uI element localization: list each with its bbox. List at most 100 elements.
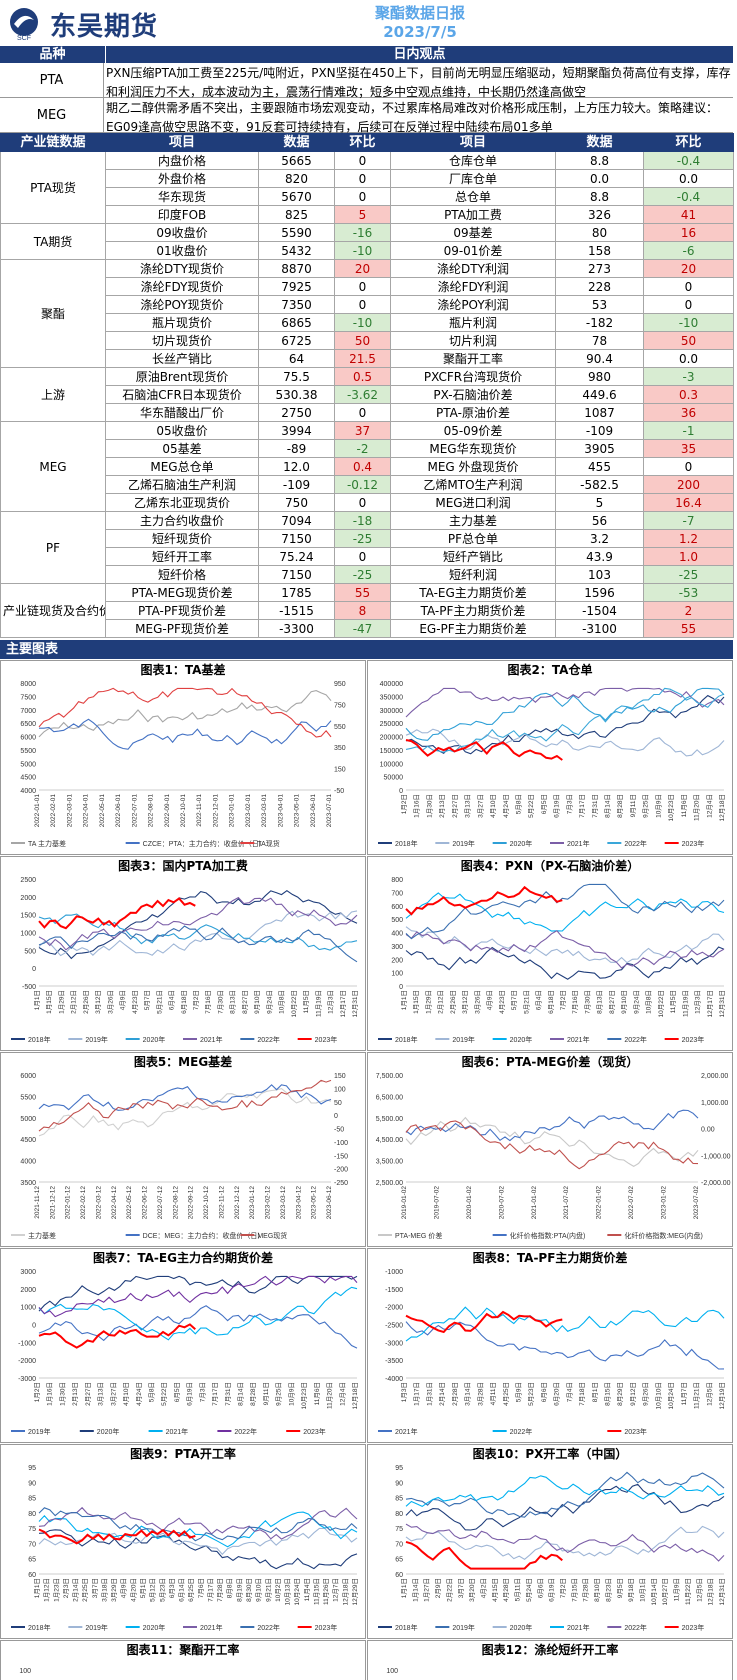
x-tick-label: 3月14日: [464, 1382, 472, 1406]
x-tick-label: 4月9日: [486, 990, 494, 1010]
x-tick-label: 10月23日: [300, 1382, 308, 1409]
change-value: -1: [643, 421, 734, 440]
chart-title: 图表2：TA仓单: [507, 663, 593, 677]
chart-panel: 图表7：TA-EG主力合约期货价差 3000 2000 1000 0 -1000 -2000…: [0, 1248, 366, 1443]
x-tick-label: 12月18日: [351, 1382, 359, 1409]
x-tick-label: 2022-12-01: [212, 794, 219, 828]
x-tick-label: 2022-10-01: [180, 794, 187, 828]
x-tick-label: 2022-07-01: [131, 794, 138, 828]
legend-label: 2020年: [143, 1035, 166, 1044]
x-tick-label: 2022-11-12: [218, 1186, 225, 1219]
x-tick-label: 10月9日: [287, 1382, 295, 1406]
y-tick-label: -3500: [385, 1358, 403, 1365]
x-tick-label: 2月28日: [451, 1382, 459, 1406]
x-tick-label: 2023-05-01: [294, 794, 301, 828]
item-name: MEG总仓单: [105, 457, 259, 476]
x-tick-label: 9月11日: [629, 794, 637, 817]
x-tick-label: 10月24日: [667, 1382, 675, 1409]
table-row: 华东现货 5670 0 总仓单 8.8 -0.4: [1, 187, 734, 206]
x-tick-label: 2月25日: [81, 1578, 89, 1602]
y-tick-label: 2500: [20, 877, 36, 884]
x-tick-label: 12月31日: [351, 990, 359, 1017]
x-tick-label: 2022-01-02: [596, 1186, 603, 1220]
y-tick-label: 2,500.00: [376, 1180, 403, 1187]
x-tick-label: 1月16日: [46, 1382, 54, 1406]
table-row: 外盘价格 820 0 厂库仓单 0.0 0.0: [1, 169, 734, 188]
item-name: TA-PF主力期货价差: [390, 601, 556, 620]
series-line: [38, 1528, 196, 1545]
legend-label: 2020年: [510, 839, 533, 848]
legend-label: DCE：MEG：主力合约：收盘价（日）: [143, 1231, 265, 1240]
change-value: 5: [334, 205, 391, 224]
y-tick-label: 250000: [380, 721, 403, 728]
y2-tick-label: 150: [334, 1073, 346, 1080]
chart-panel: 图表1：TA基差 8000 7500 7000 6500 6000 5500 5000 4500…: [0, 660, 366, 855]
x-tick-label: 2022-04-01: [83, 794, 90, 828]
y2-tick-label: 50: [334, 1100, 342, 1107]
x-tick-label: 5月21日: [155, 990, 163, 1014]
change-value: 36: [643, 403, 734, 422]
series-line: [405, 892, 725, 932]
x-tick-label: 4月9日: [119, 990, 127, 1010]
legend-label: 2023年: [682, 1623, 705, 1632]
x-tick-label: 2022-05-01: [99, 794, 106, 828]
column-header: 数据: [258, 133, 335, 152]
x-tick-label: 11月7日: [680, 1382, 688, 1405]
chart-title: 图表7：TA-EG主力合约期货价差: [93, 1251, 273, 1265]
legend-label: 2022年: [257, 1035, 280, 1044]
data-value: 8.8: [555, 151, 644, 170]
series-line: [38, 1527, 358, 1556]
x-tick-label: 4月23日: [131, 990, 139, 1014]
item-name: PTA加工费: [390, 205, 556, 224]
x-tick-label: 5月24日: [525, 1578, 533, 1602]
x-tick-label: 1月12日: [43, 1578, 51, 1602]
item-name: 短纤开工率: [105, 547, 259, 566]
legend-label: 2022年: [624, 1035, 647, 1044]
x-tick-label: 1月30日: [425, 794, 433, 818]
change-value: 0: [334, 169, 391, 188]
x-tick-label: 5月23日: [158, 1578, 166, 1602]
x-tick-label: 2月27日: [451, 794, 459, 818]
item-name: PTA-PF现货价差: [105, 601, 259, 620]
x-tick-label: 2月27日: [84, 1382, 92, 1406]
change-value: -10: [334, 313, 391, 332]
chart-plot: 400000 350000 300000 250000 200000 150000 1000…: [378, 681, 726, 848]
x-tick-label: 2022-07-02: [628, 1186, 635, 1220]
table-row: MEG 05收盘价 3994 37 05-09价差 -109 -1: [0, 421, 734, 512]
x-tick-label: 2023-04-01: [277, 794, 284, 828]
x-tick-label: 9月25日: [275, 1382, 283, 1406]
table-row: 印度FOB 825 5 PTA加工费 326 41: [1, 205, 734, 224]
table-row: 瓶片现货价 6865 -10 瓶片利润 -182 -10: [1, 313, 734, 332]
y-tick-label: 4000: [20, 788, 36, 795]
change-value: 1.0: [643, 547, 734, 566]
x-tick-label: 4月23日: [498, 990, 506, 1014]
x-tick-label: 2月22日: [445, 1578, 453, 1602]
change-value: 0.0: [643, 349, 734, 368]
x-tick-label: 11月4日: [303, 1578, 311, 1601]
table-row: 涤纶FDY现货价 7925 0 涤纶FDY利润 228 0: [1, 277, 734, 296]
y-tick-label: 500: [24, 948, 36, 955]
x-tick-label: 2023-06-12: [326, 1186, 333, 1220]
change-value: 0: [334, 277, 391, 296]
x-tick-label: 12月4日: [338, 1382, 346, 1406]
x-tick-label: 1月29日: [57, 990, 65, 1014]
change-value: 200: [643, 475, 734, 494]
x-tick-label: 3月26日: [106, 990, 114, 1014]
x-tick-label: 9月10日: [620, 990, 628, 1014]
series-line: [38, 1079, 332, 1132]
x-tick-label: 1月2日: [400, 794, 408, 814]
data-value: 2750: [258, 403, 335, 422]
data-value: -3300: [258, 619, 335, 638]
series-line: [405, 739, 563, 761]
x-tick-label: 1月30日: [58, 1382, 66, 1406]
item-name: 05收盘价: [105, 421, 259, 440]
legend-label: 2022年: [510, 1427, 533, 1436]
data-value: 90.4: [555, 349, 644, 368]
x-tick-label: 8月13日: [229, 990, 237, 1014]
x-tick-label: 2022-02-01: [50, 794, 57, 828]
data-value: 326: [555, 205, 644, 224]
view-label: MEG: [0, 98, 104, 132]
series-line: [38, 1275, 358, 1312]
